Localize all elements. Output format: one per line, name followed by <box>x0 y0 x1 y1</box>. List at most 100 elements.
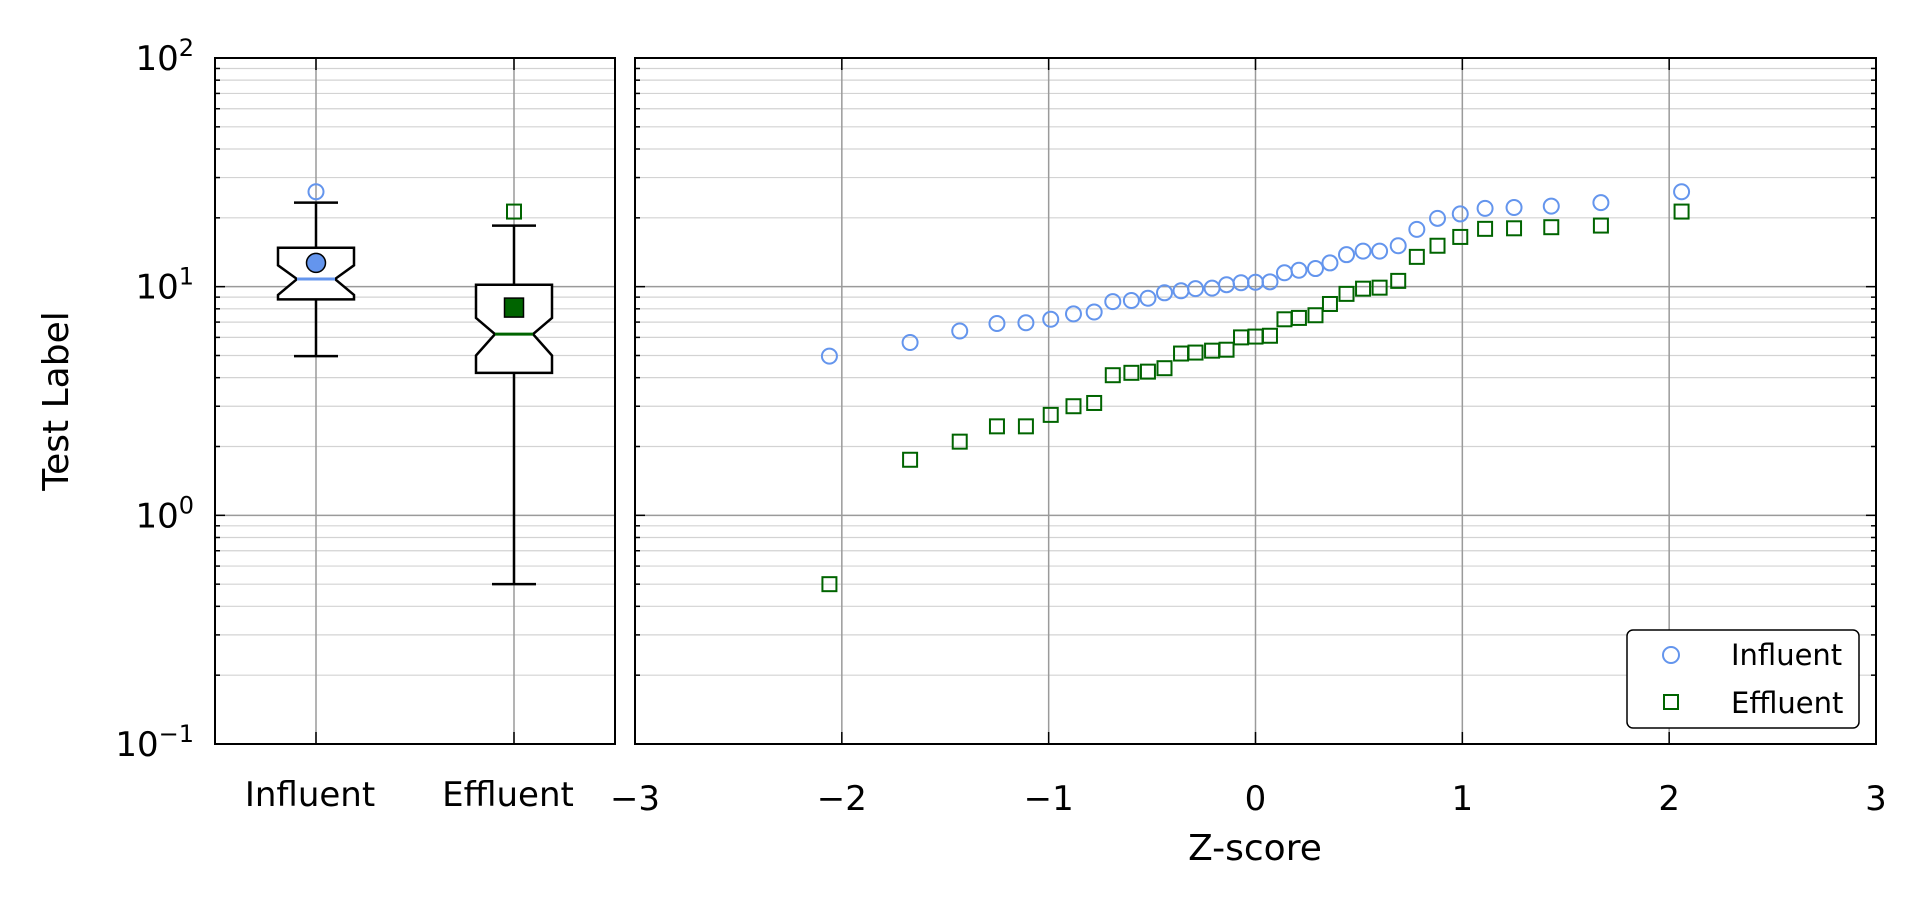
prob-plot-frame <box>634 57 1877 745</box>
box-plot-frame <box>214 57 616 745</box>
data-point <box>1673 183 1691 201</box>
notched-box <box>474 283 554 375</box>
data-point <box>1085 303 1103 321</box>
mean-marker <box>305 252 327 274</box>
data-point <box>821 576 838 593</box>
prob-plot-points <box>820 183 1691 593</box>
data-point <box>1592 217 1609 234</box>
data-point <box>1306 260 1324 278</box>
data-point <box>1187 280 1205 298</box>
data-point <box>1408 220 1426 238</box>
data-point <box>1371 242 1389 260</box>
x-tick-label: 3 <box>1865 779 1887 819</box>
series-effluent <box>821 203 1690 593</box>
data-point <box>1354 242 1372 260</box>
data-point <box>1429 209 1447 227</box>
data-point <box>1389 237 1407 255</box>
data-point <box>901 333 919 351</box>
data-point <box>1452 228 1469 245</box>
data-point <box>1261 327 1278 344</box>
data-point <box>1307 307 1324 324</box>
data-point <box>1290 261 1308 279</box>
data-point <box>1173 345 1190 362</box>
data-point <box>1505 198 1523 216</box>
data-point <box>1017 314 1035 332</box>
data-point <box>951 322 969 340</box>
data-point <box>1673 203 1690 220</box>
data-point <box>1290 309 1307 326</box>
data-point <box>1139 289 1157 307</box>
data-point <box>951 433 968 450</box>
data-point <box>1156 360 1173 377</box>
box-effluent <box>474 203 554 586</box>
y-tick-label: 102 <box>135 34 194 79</box>
x-axis-title: Z-score <box>1188 828 1322 869</box>
data-point <box>1476 199 1494 217</box>
data-point <box>820 347 838 365</box>
outlier-point <box>307 183 325 201</box>
legend-marker-influent <box>1662 646 1680 664</box>
data-point <box>1064 305 1082 323</box>
data-point <box>1321 295 1338 312</box>
legend: Influent Effluent <box>1626 629 1860 729</box>
data-point <box>1017 418 1034 435</box>
data-point <box>1104 367 1121 384</box>
data-point <box>1592 194 1610 212</box>
y-tick-label: 100 <box>135 491 194 536</box>
data-point <box>1477 220 1494 237</box>
data-point <box>1155 284 1173 302</box>
data-point <box>1276 311 1293 328</box>
legend-label-influent: Influent <box>1731 638 1842 672</box>
data-point <box>1321 254 1339 272</box>
data-point <box>1506 220 1523 237</box>
notched-box <box>276 246 356 301</box>
x-tick-labels: −3 −2 −1 0 1 2 3 <box>610 779 1887 819</box>
data-point <box>1543 219 1560 236</box>
x-tick-label: 2 <box>1658 779 1680 819</box>
data-point <box>1275 264 1293 282</box>
data-point <box>1123 364 1140 381</box>
data-point <box>1218 276 1236 294</box>
data-point <box>1139 363 1156 380</box>
box-category-label: Influent <box>245 775 375 815</box>
data-point <box>1451 205 1469 223</box>
box-influent <box>276 183 356 358</box>
data-point <box>1104 293 1122 311</box>
y-tick-label: 10−1 <box>115 720 194 765</box>
box-category-labels: Influent Effluent <box>245 775 574 815</box>
data-point <box>988 315 1006 333</box>
data-point <box>1261 273 1279 291</box>
legend-marker-effluent <box>1663 694 1679 710</box>
data-point <box>1232 274 1250 292</box>
data-point <box>1542 197 1560 215</box>
data-point <box>1429 237 1446 254</box>
data-point <box>1355 280 1372 297</box>
y-axis-title: Test Label <box>36 311 77 491</box>
box-plot-gridlines <box>215 58 615 744</box>
outlier-point <box>506 203 522 220</box>
data-point <box>1086 394 1103 411</box>
data-point <box>1218 341 1235 358</box>
x-tick-label: 0 <box>1245 779 1267 819</box>
data-point <box>1203 279 1221 297</box>
data-point <box>1338 246 1356 264</box>
data-point <box>1338 285 1355 302</box>
data-point <box>1408 248 1425 265</box>
mean-marker <box>503 297 525 318</box>
box-category-label: Effluent <box>442 775 574 815</box>
box-plot-boxes <box>276 183 554 586</box>
data-point <box>988 418 1005 435</box>
legend-frame <box>1626 629 1860 729</box>
x-tick-label: 1 <box>1452 779 1474 819</box>
series-influent <box>820 183 1691 365</box>
data-point <box>1172 282 1190 300</box>
data-point <box>902 451 919 468</box>
data-point <box>1187 344 1204 361</box>
legend-label-effluent: Effluent <box>1731 686 1843 720</box>
y-tick-labels: 10−1 100 101 102 <box>115 34 194 765</box>
data-point <box>1122 291 1140 309</box>
x-tick-label: −2 <box>817 779 867 819</box>
x-tick-label: −3 <box>610 779 660 819</box>
data-point <box>1042 310 1060 328</box>
